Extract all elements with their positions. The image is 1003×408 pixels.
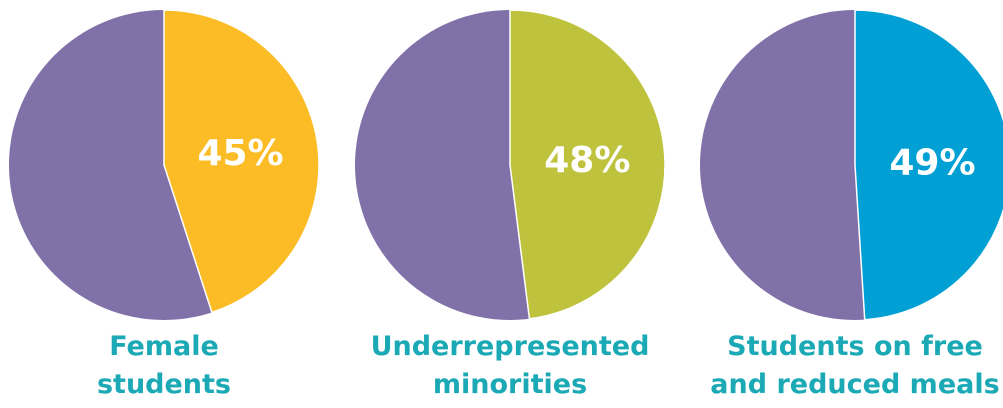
slice-label: 48% xyxy=(544,140,630,181)
pie-slice xyxy=(163,9,320,314)
pie-slice xyxy=(509,9,666,320)
pie-title: Female students xyxy=(96,331,232,400)
slice-label: 45% xyxy=(197,133,283,174)
pie-slice xyxy=(854,9,1003,321)
slice-label: 49% xyxy=(889,143,975,184)
pie-title: Students on free and reduced meals xyxy=(710,331,1000,400)
pie-title: Underrepresented minorities xyxy=(370,331,650,400)
